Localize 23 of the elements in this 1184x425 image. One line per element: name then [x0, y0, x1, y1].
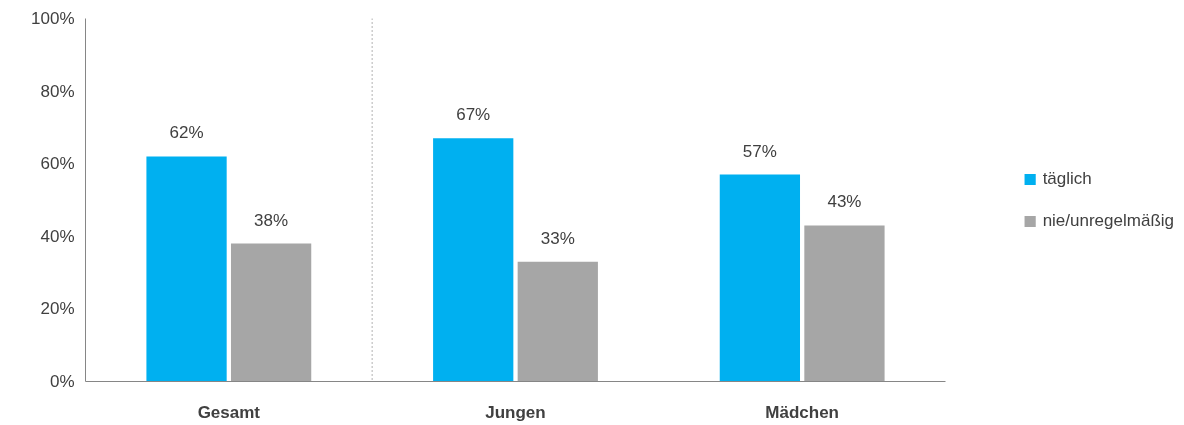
y-tick-label: 60%	[40, 154, 75, 174]
bar	[517, 261, 598, 382]
y-tick-label: 40%	[40, 226, 75, 246]
y-tick-label: 100%	[31, 9, 75, 28]
y-tick-label: 0%	[49, 372, 75, 391]
y-tick-label: 80%	[40, 81, 75, 101]
data-label: 67%	[456, 105, 491, 125]
bar	[719, 174, 801, 382]
data-label: 43%	[827, 192, 862, 212]
data-label: 57%	[742, 141, 777, 161]
y-tick-label: 20%	[40, 299, 75, 319]
legend-label: täglich	[1042, 168, 1092, 189]
legend-label: nie/unregelmäßig	[1042, 210, 1174, 231]
bar	[230, 243, 312, 382]
bar	[146, 156, 227, 382]
bar	[433, 138, 514, 382]
x-tick-label: Mädchen	[765, 402, 840, 422]
x-tick-label: Gesamt	[197, 402, 261, 422]
x-tick-label: Jungen	[485, 402, 546, 422]
bar	[804, 225, 885, 382]
data-label: 62%	[169, 123, 204, 143]
data-label: 38%	[254, 210, 289, 230]
data-label: 33%	[540, 228, 575, 248]
